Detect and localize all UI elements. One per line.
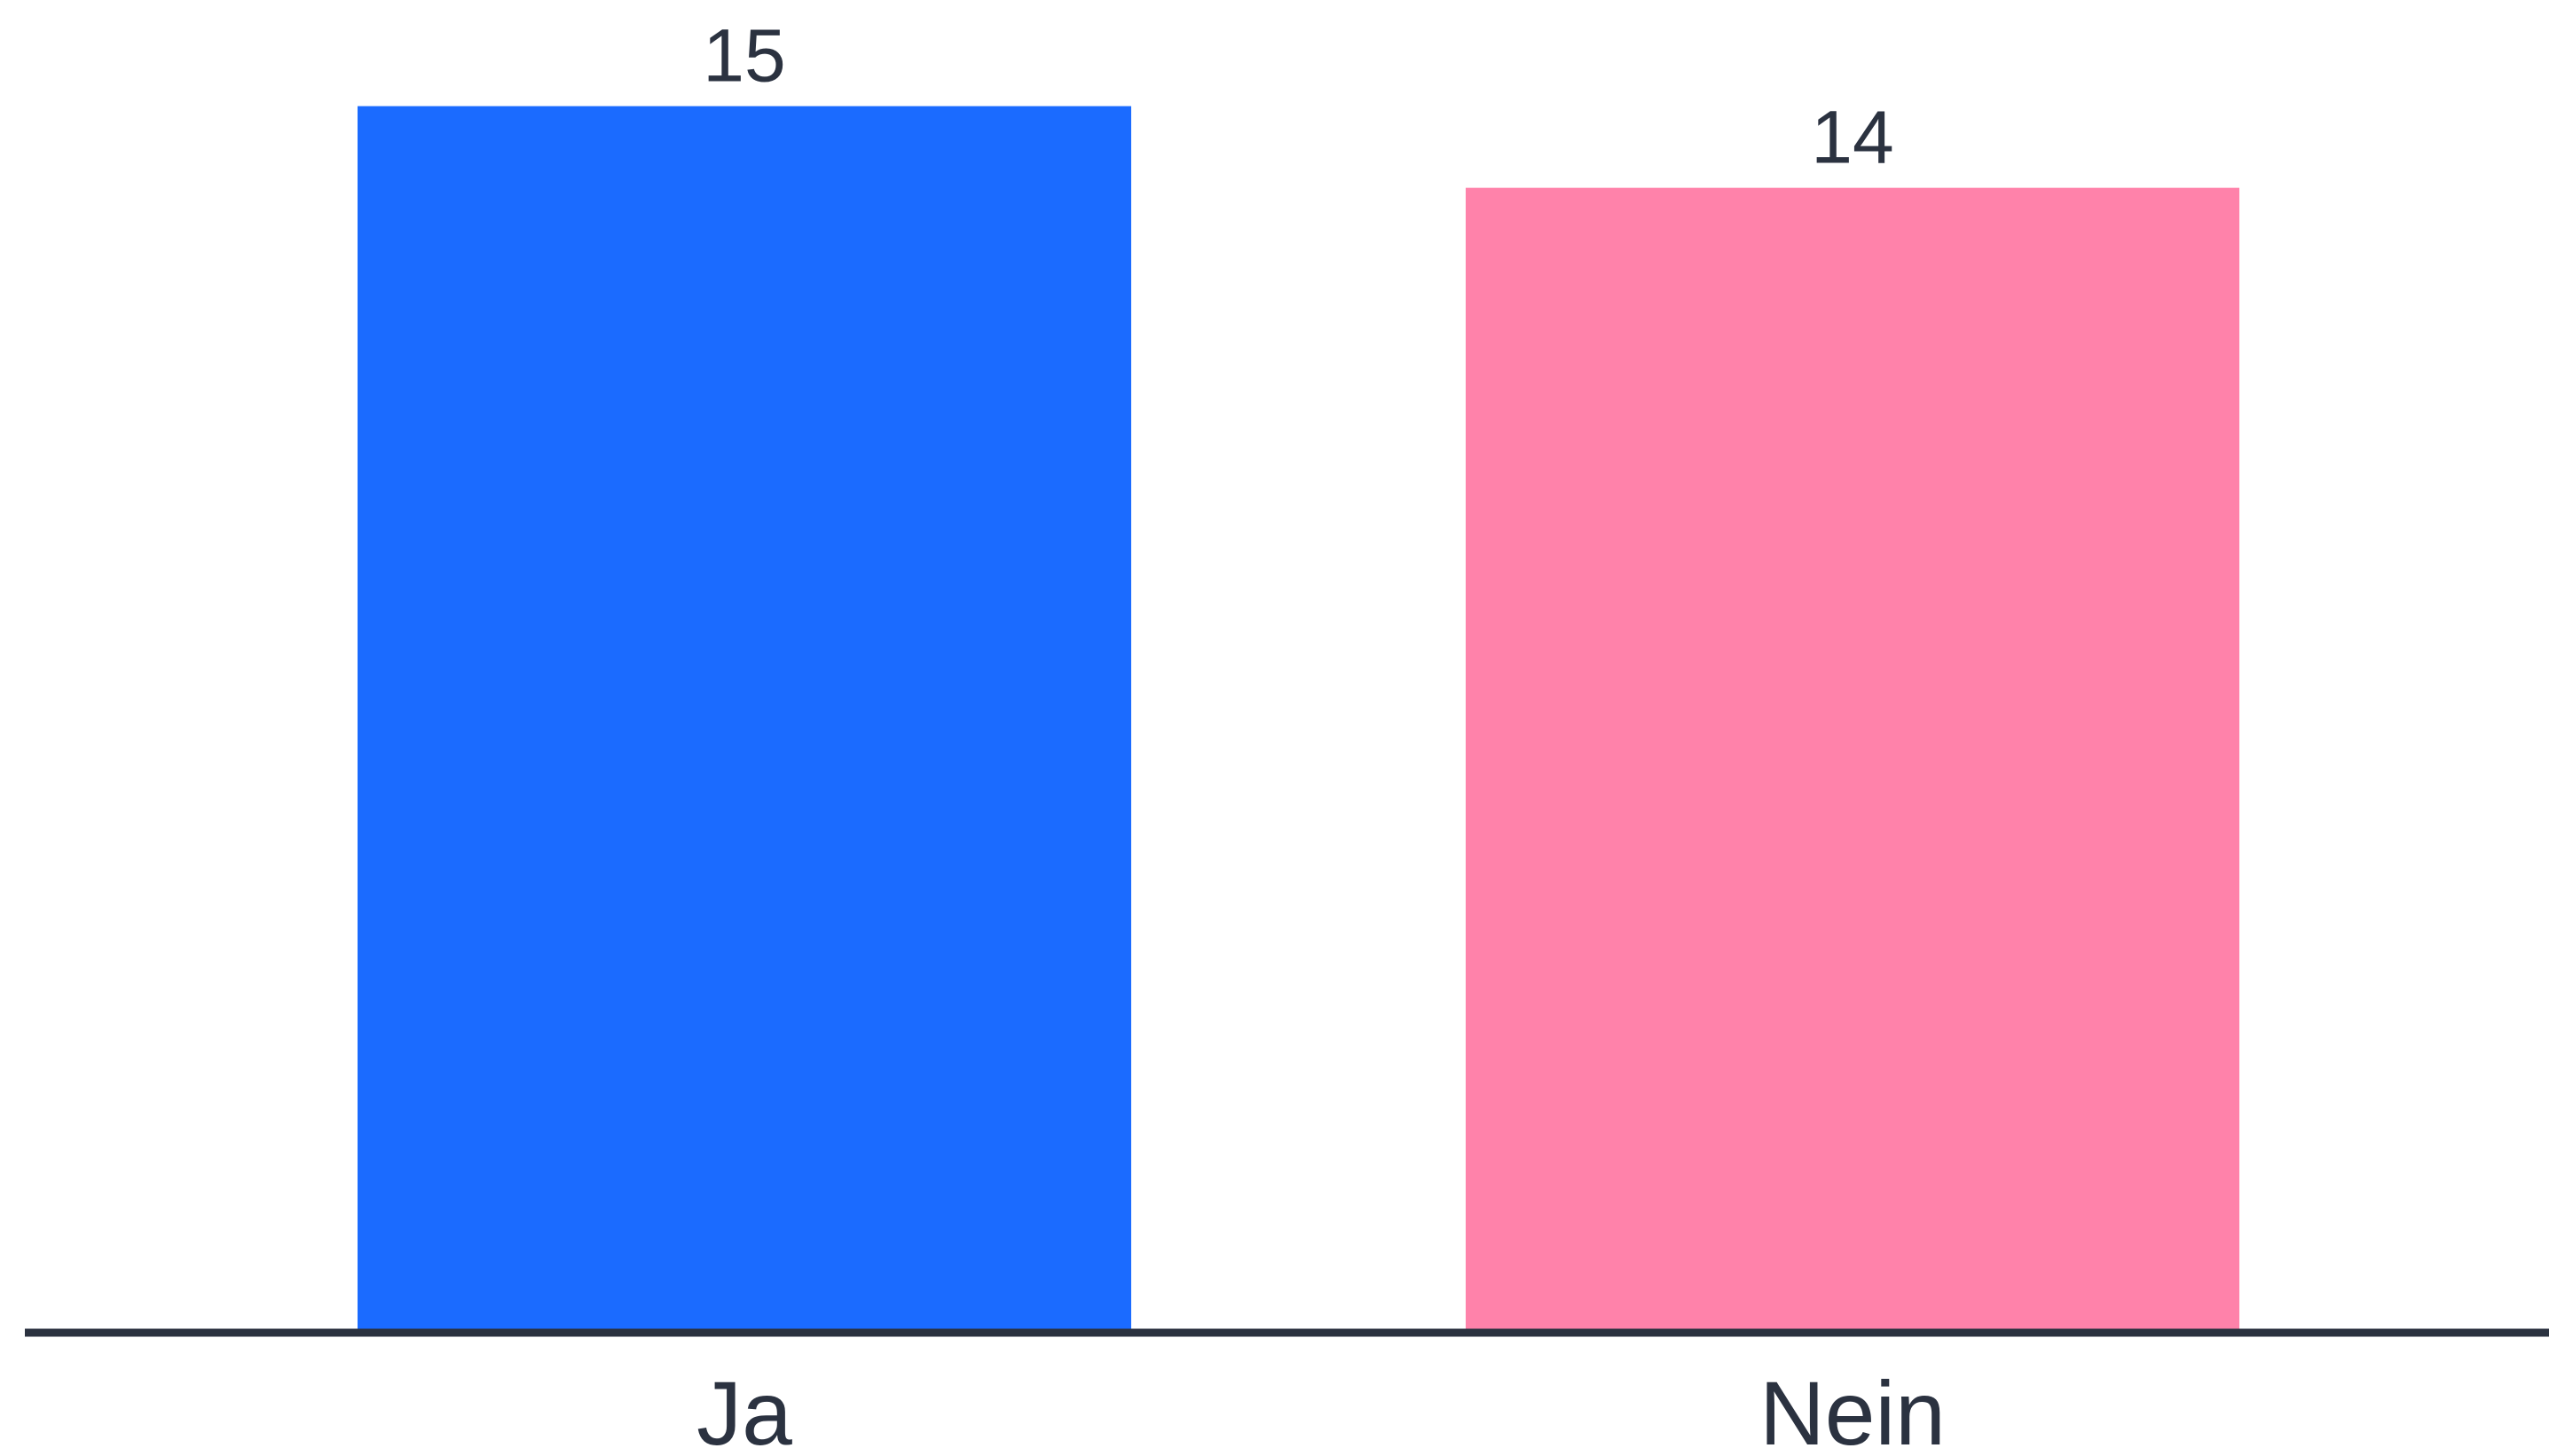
bar-ja — [358, 106, 1131, 1331]
bar-nein — [1466, 187, 2239, 1331]
category-labels-layer: Ja Nein — [696, 1363, 1946, 1456]
category-label-nein: Nein — [1759, 1363, 1946, 1452]
value-label-ja: 15 — [703, 14, 785, 98]
bars-layer — [358, 106, 2239, 1331]
category-label-ja: Ja — [696, 1363, 792, 1452]
value-label-nein: 14 — [1811, 96, 1893, 179]
